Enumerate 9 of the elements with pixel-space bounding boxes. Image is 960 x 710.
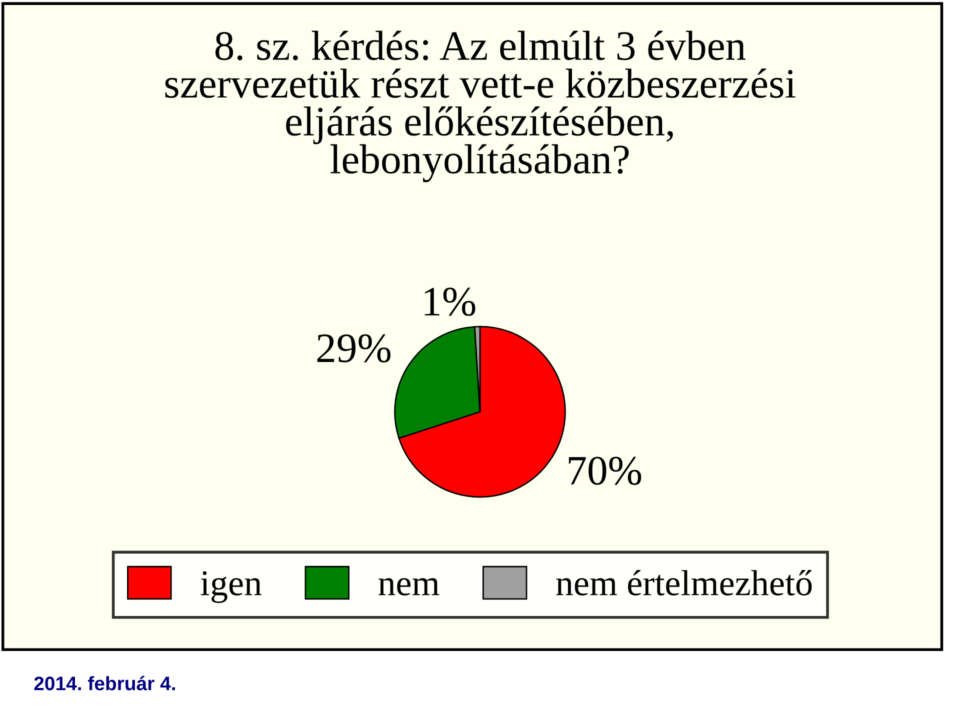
text: 2014. február 4. — [34, 676, 175, 690]
data-label: 70% — [568, 456, 642, 485]
data-label: 1% — [424, 288, 476, 316]
pie-slice — [398, 326, 566, 498]
legend-label: nem — [378, 578, 440, 596]
legend-label: nem értelmezhető — [556, 570, 812, 596]
chart-title: 8. sz. kérdés: Az elmúlt 3 évben szervezetük részt vett-e közbeszerzési eljárás előkészítésében, lebonyolításában? — [165, 30, 796, 182]
data-label: 29% — [317, 334, 390, 363]
legend-label: igen — [200, 571, 262, 603]
